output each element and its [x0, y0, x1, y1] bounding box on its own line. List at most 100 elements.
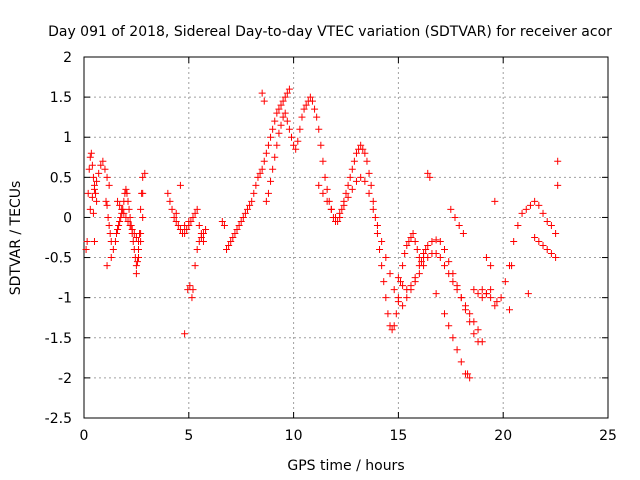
- data-point: [223, 246, 231, 254]
- data-point: [327, 205, 335, 213]
- data-point: [420, 250, 428, 258]
- data-point: [88, 193, 96, 201]
- data-point: [487, 294, 495, 302]
- data-point: [132, 270, 140, 278]
- data-point: [218, 217, 226, 225]
- data-point: [432, 250, 440, 258]
- data-point: [426, 173, 434, 181]
- data-point: [394, 274, 402, 282]
- y-tick-label: 1: [63, 130, 72, 146]
- data-point: [176, 225, 184, 233]
- data-point: [252, 181, 260, 189]
- data-point: [338, 205, 346, 213]
- data-point: [225, 242, 233, 250]
- ticks: 0 5 10 15 20 25 -2.5 -2 -1.5 -1 -0.5 0 0.5 1 1.5 2: [45, 50, 617, 444]
- data-point: [302, 101, 310, 109]
- data-point: [313, 113, 321, 121]
- y-tick-label: -2: [58, 371, 72, 387]
- data-point: [114, 225, 122, 233]
- data-point: [311, 105, 319, 113]
- data-point: [239, 213, 247, 221]
- data-point: [453, 282, 461, 290]
- data-point: [415, 262, 423, 270]
- data-point: [103, 201, 111, 209]
- data-point: [547, 221, 555, 229]
- data-point: [123, 189, 131, 197]
- data-point: [531, 234, 539, 241]
- data-point: [139, 213, 147, 221]
- data-point: [83, 238, 91, 246]
- data-point: [126, 221, 134, 229]
- data-point: [336, 209, 344, 217]
- data-point: [95, 169, 103, 177]
- y-tick-label: -1: [58, 291, 72, 307]
- data-point: [82, 246, 90, 254]
- data-point: [243, 205, 251, 213]
- y-tick-label: 2: [63, 50, 72, 66]
- data-point: [229, 234, 237, 241]
- data-point: [396, 278, 404, 286]
- data-point: [535, 238, 543, 246]
- data-point: [315, 125, 323, 133]
- data-point: [388, 326, 396, 334]
- data-point: [128, 225, 136, 233]
- data-point: [185, 217, 193, 225]
- data-point: [369, 205, 377, 213]
- data-point: [340, 201, 348, 209]
- data-point: [89, 173, 97, 181]
- data-point: [508, 262, 516, 270]
- data-point: [254, 173, 262, 181]
- data-point: [344, 181, 352, 189]
- data-point: [505, 306, 513, 314]
- data-point: [181, 229, 189, 237]
- data-point: [474, 326, 482, 334]
- data-point: [405, 238, 413, 246]
- data-point: [281, 109, 289, 117]
- data-point: [260, 97, 268, 105]
- data-point: [455, 221, 463, 229]
- data-point: [539, 242, 547, 250]
- data-point: [202, 225, 210, 233]
- data-point: [258, 165, 266, 173]
- data-point: [189, 213, 197, 221]
- data-point: [552, 254, 560, 262]
- data-point: [281, 93, 289, 101]
- data-point: [277, 101, 285, 109]
- data-point: [124, 217, 132, 225]
- data-point: [497, 294, 505, 302]
- data-point: [359, 145, 367, 153]
- x-tick-label: 25: [599, 428, 617, 444]
- data-point: [306, 93, 314, 101]
- x-tick-label: 15: [389, 428, 407, 444]
- data-point: [176, 181, 184, 189]
- data-point: [264, 189, 272, 197]
- y-tick-label: -2.5: [45, 411, 72, 427]
- data-point: [441, 262, 449, 270]
- data-point: [384, 310, 392, 318]
- data-point: [445, 322, 453, 330]
- data-point: [428, 238, 436, 246]
- data-point: [170, 213, 178, 221]
- data-point: [501, 278, 509, 286]
- data-point: [93, 197, 101, 205]
- data-point: [539, 209, 547, 217]
- y-tick-label: -1.5: [45, 331, 72, 347]
- data-point: [256, 169, 264, 177]
- data-point: [308, 97, 316, 105]
- data-point: [141, 169, 149, 177]
- data-point: [292, 145, 300, 153]
- data-point: [417, 258, 425, 266]
- data-point: [321, 173, 329, 181]
- data-point: [332, 213, 340, 221]
- data-point: [116, 201, 124, 209]
- data-point: [132, 262, 140, 270]
- data-point: [482, 254, 490, 262]
- data-point: [273, 109, 281, 117]
- data-point: [449, 270, 457, 278]
- data-point: [365, 169, 373, 177]
- data-point: [334, 217, 342, 225]
- data-point: [367, 181, 375, 189]
- data-point: [382, 254, 390, 262]
- data-point: [102, 197, 110, 205]
- data-point: [279, 97, 287, 105]
